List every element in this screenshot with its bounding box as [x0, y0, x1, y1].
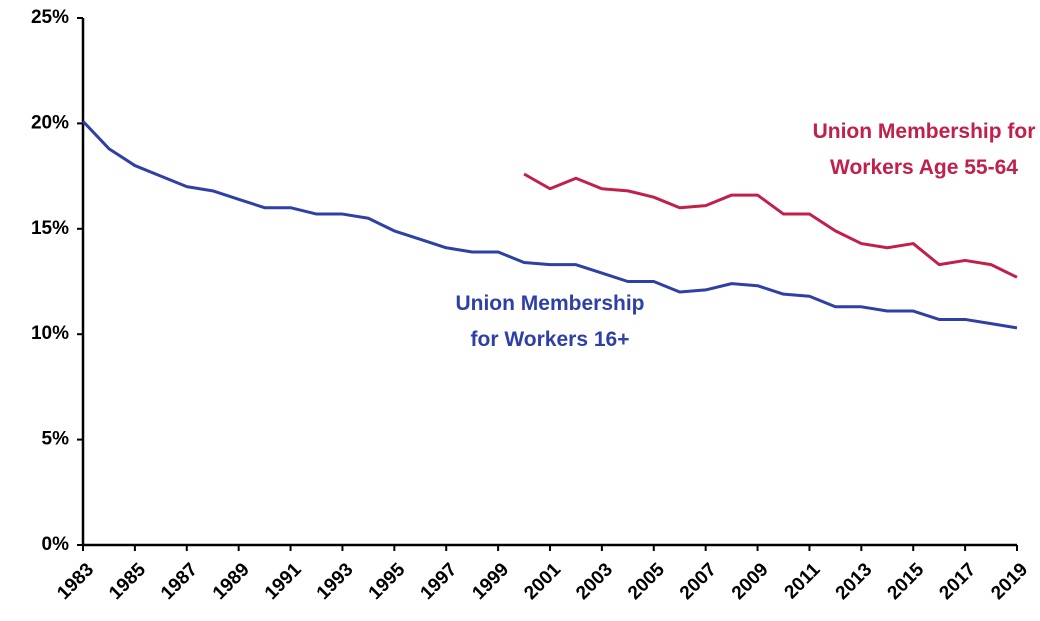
- series-line: [523, 172, 1018, 279]
- x-tick-label: 1995: [365, 559, 410, 604]
- y-tick-label: 15%: [31, 218, 69, 239]
- series-label: Union Membership for Workers Age 55-64: [812, 120, 1036, 179]
- x-tick-label: 2019: [987, 559, 1032, 604]
- series-label: Union Membership for Workers 16+: [455, 292, 645, 351]
- y-tick-label: 25%: [31, 7, 69, 28]
- x-tick-label: 2013: [832, 559, 877, 604]
- y-tick-label: 0%: [42, 534, 70, 555]
- x-tick-label: 2005: [624, 559, 669, 604]
- x-tick-label: 2001: [520, 559, 565, 604]
- x-tick-label: 2011: [781, 559, 825, 603]
- y-tick-label: 5%: [42, 429, 70, 450]
- x-tick-label: 2015: [884, 559, 929, 604]
- x-tick-label: 1989: [209, 559, 254, 604]
- x-tick-label: 2017: [935, 559, 980, 604]
- y-tick-label: 20%: [31, 112, 69, 133]
- x-tick-label: 2007: [676, 559, 721, 604]
- x-tick-label: 1997: [417, 559, 462, 604]
- y-tick-label: 10%: [31, 323, 69, 344]
- x-tick-label: 2009: [728, 559, 773, 604]
- x-tick-label: 1985: [105, 559, 150, 604]
- x-tick-label: 2003: [572, 559, 617, 604]
- x-tick-label: 1987: [157, 559, 202, 604]
- x-tick-label: 1999: [468, 559, 513, 604]
- series-line: [81, 120, 1018, 330]
- x-tick-label: 1993: [313, 559, 358, 604]
- x-tick-label: 1991: [261, 559, 306, 604]
- x-tick-label: 1983: [53, 559, 98, 604]
